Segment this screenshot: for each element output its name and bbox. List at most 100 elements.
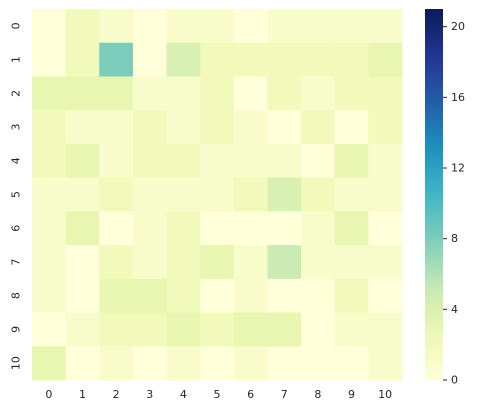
heatmap-cell-r9-c3 bbox=[132, 312, 168, 347]
heatmap-cell-r6-c3 bbox=[132, 211, 168, 246]
heatmap-cell-r0-c8 bbox=[301, 9, 336, 44]
y-tick-label: 8 bbox=[10, 292, 23, 299]
heatmap-cell-r1-c5 bbox=[200, 42, 235, 77]
heatmap-cell-r5-c6 bbox=[233, 177, 268, 212]
heatmap-cell-r6-c8 bbox=[301, 211, 336, 246]
x-tick-label: 5 bbox=[214, 388, 221, 401]
heatmap-cell-r7-c1 bbox=[65, 245, 100, 280]
colorbar-tick-label: 20 bbox=[451, 20, 465, 33]
heatmap-cell-r9-c6 bbox=[233, 312, 268, 347]
x-axis-ticks: 0 1 2 3 4 5 6 7 8 9 10 bbox=[45, 388, 392, 401]
colorbar-tick-label: 16 bbox=[451, 91, 465, 104]
heatmap-cell-r1-c1 bbox=[65, 42, 100, 77]
heatmap-cell-r1-c3 bbox=[132, 42, 168, 77]
heatmap-cell-r5-c10 bbox=[368, 177, 403, 212]
heatmap-cell-r1-c2 bbox=[99, 42, 134, 77]
heatmap-cell-r4-c2 bbox=[99, 143, 134, 179]
heatmap-cell-r5-c8 bbox=[301, 177, 336, 212]
heatmap-cell-r8-c6 bbox=[233, 278, 268, 314]
heatmap-cell-r10-c10 bbox=[368, 346, 403, 381]
heatmap-cell-r7-c5 bbox=[200, 245, 235, 280]
heatmap-cell-r6-c5 bbox=[200, 211, 235, 246]
y-tick-label: 2 bbox=[10, 90, 23, 97]
heatmap-cell-r4-c7 bbox=[267, 143, 302, 179]
x-tick-label: 1 bbox=[79, 388, 86, 401]
heatmap-cell-r3-c10 bbox=[368, 110, 403, 145]
heatmap-cell-r8-c9 bbox=[334, 278, 369, 314]
heatmap-cell-r1-c10 bbox=[368, 42, 403, 77]
heatmap-cell-r2-c5 bbox=[200, 76, 235, 111]
heatmap-cell-r5-c5 bbox=[200, 177, 235, 212]
heatmap-cell-r6-c10 bbox=[368, 211, 403, 246]
colorbar-gradient bbox=[425, 9, 443, 380]
heatmap-cell-r6-c7 bbox=[267, 211, 302, 246]
heatmap-cell-r7-c8 bbox=[301, 245, 336, 280]
heatmap-cell-r0-c7 bbox=[267, 9, 302, 44]
heatmap-cell-r8-c5 bbox=[200, 278, 235, 314]
heatmap-cell-r2-c3 bbox=[132, 76, 168, 111]
heatmap-cell-r0-c5 bbox=[200, 9, 235, 44]
heatmap-cell-r5-c4 bbox=[166, 177, 201, 212]
heatmap-cell-r8-c4 bbox=[166, 278, 201, 314]
heatmap-cell-r10-c4 bbox=[166, 346, 201, 381]
heatmap-cell-r2-c1 bbox=[65, 76, 100, 111]
x-tick-label: 8 bbox=[314, 388, 321, 401]
heatmap-cell-r7-c9 bbox=[334, 245, 369, 280]
heatmap-cell-r7-c2 bbox=[99, 245, 134, 280]
heatmap-cell-r8-c10 bbox=[368, 278, 403, 314]
y-tick-label: 3 bbox=[10, 124, 23, 131]
x-tick-label: 10 bbox=[378, 388, 392, 401]
heatmap-cell-r10-c9 bbox=[334, 346, 369, 381]
heatmap-cell-r6-c9 bbox=[334, 211, 369, 246]
heatmap-cell-r7-c4 bbox=[166, 245, 201, 280]
heatmap-cell-r3-c2 bbox=[99, 110, 134, 145]
heatmap-cell-r10-c7 bbox=[267, 346, 302, 381]
heatmap-cell-r1-c4 bbox=[166, 42, 201, 77]
heatmap-cell-r7-c0 bbox=[32, 245, 67, 280]
y-tick-label: 7 bbox=[10, 258, 23, 265]
y-tick-label: 1 bbox=[10, 56, 23, 63]
heatmap-cell-r4-c1 bbox=[65, 143, 100, 179]
heatmap-cell-r10-c2 bbox=[99, 346, 134, 381]
heatmap-cell-r9-c2 bbox=[99, 312, 134, 347]
x-tick-label: 9 bbox=[348, 388, 355, 401]
heatmap-cell-r4-c3 bbox=[132, 143, 168, 179]
x-tick-label: 7 bbox=[281, 388, 288, 401]
heatmap-cell-r4-c9 bbox=[334, 143, 369, 179]
heatmap-cell-r8-c3 bbox=[132, 278, 168, 314]
heatmap-cell-r10-c0 bbox=[32, 346, 67, 381]
heatmap-cell-r1-c0 bbox=[32, 42, 67, 77]
heatmap-cell-r3-c1 bbox=[65, 110, 100, 145]
heatmap-cell-r5-c1 bbox=[65, 177, 100, 212]
heatmap-cell-r6-c6 bbox=[233, 211, 268, 246]
heatmap-cell-r2-c4 bbox=[166, 76, 201, 111]
heatmap-cell-r0-c10 bbox=[368, 9, 403, 44]
heatmap-cell-r8-c2 bbox=[99, 278, 134, 314]
heatmap-cell-r1-c7 bbox=[267, 42, 302, 77]
heatmap-cell-r1-c9 bbox=[334, 42, 369, 77]
x-tick-label: 4 bbox=[180, 388, 187, 401]
heatmap-cell-r9-c4 bbox=[166, 312, 201, 347]
heatmap-cell-r3-c5 bbox=[200, 110, 235, 145]
heatmap-cell-r1-c8 bbox=[301, 42, 336, 77]
heatmap-cell-r0-c4 bbox=[166, 9, 201, 44]
y-axis-ticks: 0 1 2 3 4 5 6 7 8 9 10 bbox=[10, 22, 23, 370]
heatmap-cell-r5-c0 bbox=[32, 177, 67, 212]
heatmap-cell-r7-c3 bbox=[132, 245, 168, 280]
heatmap-cell-r3-c8 bbox=[301, 110, 336, 145]
heatmap-cell-r0-c2 bbox=[99, 9, 134, 44]
y-tick-label: 9 bbox=[10, 326, 23, 333]
colorbar-tick-label: 0 bbox=[451, 374, 458, 387]
heatmap-cell-r3-c4 bbox=[166, 110, 201, 145]
heatmap-cell-r9-c5 bbox=[200, 312, 235, 347]
colorbar: 0 4 8 12 16 20 bbox=[425, 9, 465, 387]
heatmap-cell-r4-c8 bbox=[301, 143, 336, 179]
y-tick-label: 5 bbox=[10, 191, 23, 198]
heatmap-cell-r8-c8 bbox=[301, 278, 336, 314]
heatmap-cell-r5-c9 bbox=[334, 177, 369, 212]
heatmap-cell-r5-c2 bbox=[99, 177, 134, 212]
heatmap-cell-r8-c7 bbox=[267, 278, 302, 314]
heatmap-cell-r9-c0 bbox=[32, 312, 67, 347]
heatmap-cell-r9-c8 bbox=[301, 312, 336, 347]
heatmap-cell-r7-c7 bbox=[267, 245, 302, 280]
